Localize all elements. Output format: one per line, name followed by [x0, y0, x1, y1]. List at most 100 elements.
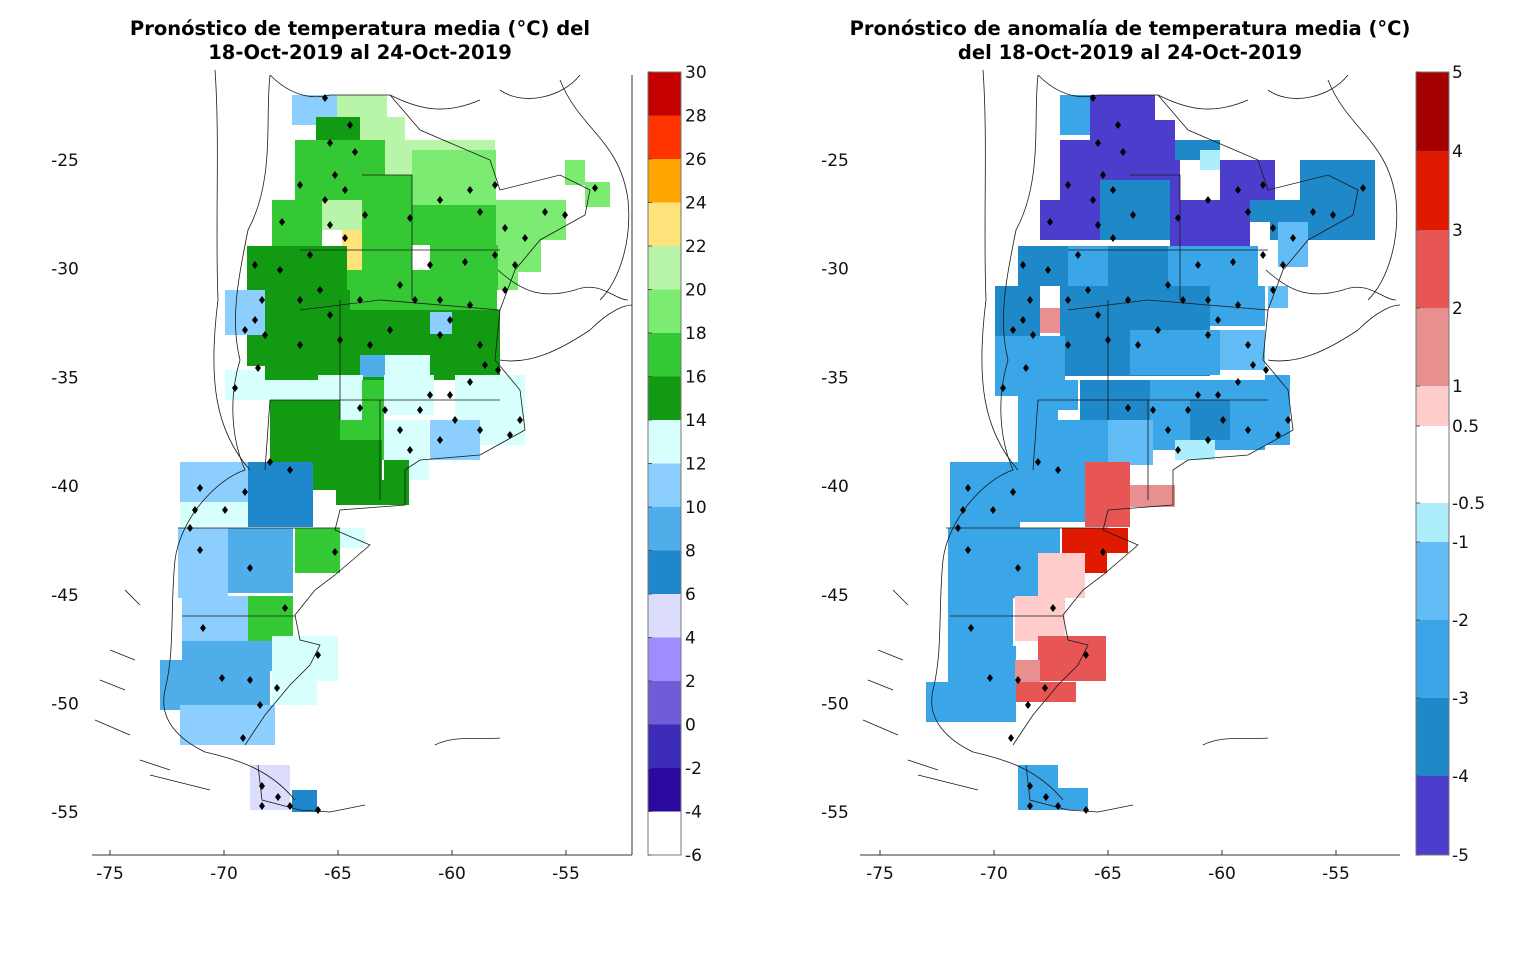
left-y-tick: -40: [51, 477, 79, 497]
right-colorbar-label: 0.5: [1452, 417, 1479, 437]
left-station-marker: [427, 261, 433, 269]
left-station-marker: [262, 331, 268, 339]
right-grid-cell: [1278, 222, 1308, 267]
left-station-marker: [315, 806, 321, 814]
left-colorbar-label: -6: [685, 846, 702, 866]
right-colorbar-segment: [1416, 308, 1449, 387]
right-station-marker: [1175, 446, 1181, 454]
left-grid-cell: [248, 462, 313, 527]
right-border-line: [946, 174, 1269, 617]
left-country-outline: [94, 69, 633, 813]
right-grid-cell: [1230, 420, 1265, 450]
left-station-marker: [222, 506, 228, 514]
right-station-marker: [1020, 316, 1026, 324]
left-grid-cell: [336, 480, 406, 505]
left-station-marker: [492, 181, 498, 189]
left-colorbar-label: 14: [685, 411, 707, 431]
right-station-marker: [1030, 331, 1036, 339]
right-station-marker: [1110, 234, 1116, 242]
right-colorbar-frame: [1415, 71, 1450, 856]
right-colorbar-segment: [1416, 620, 1449, 699]
left-border-line: [559, 79, 630, 301]
right-grid-cell: [1018, 400, 1058, 465]
left-grid-cell: [362, 200, 412, 270]
right-grid-cell: [950, 462, 1020, 532]
left-grid-cell: [178, 528, 228, 598]
right-grid-cell: [1130, 330, 1220, 375]
right-station-marker: [968, 624, 974, 632]
right-colorbar-segment: [1416, 151, 1449, 231]
left-border-line: [257, 764, 366, 813]
left-colorbar-segment: [648, 246, 681, 290]
right-station-marker: [1125, 296, 1131, 304]
right-station-marker: [1285, 416, 1291, 424]
right-grid-cell: [1220, 330, 1265, 370]
left-station-marker: [332, 171, 338, 179]
right-station-marker: [1180, 296, 1186, 304]
right-station-marker: [1195, 261, 1201, 269]
left-colorbar-label: 20: [685, 281, 707, 301]
right-y-tick: -45: [821, 586, 849, 606]
right-station-markers: [955, 94, 1366, 814]
left-grid-cell: [496, 222, 541, 272]
right-title-line1: Pronóstico de anomalía de temperatura me…: [849, 17, 1411, 40]
right-grid-cell: [1020, 462, 1085, 522]
left-station-marker: [287, 802, 293, 810]
left-station-marker: [562, 211, 568, 219]
right-x-tick: -65: [1094, 864, 1122, 884]
right-grid-cell: [1038, 553, 1085, 598]
right-station-marker: [1165, 426, 1171, 434]
right-station-marker: [1310, 208, 1316, 216]
left-station-marker: [252, 316, 258, 324]
right-grid-cell: [1040, 286, 1060, 311]
right-station-marker: [1090, 94, 1096, 102]
left-border-line: [389, 74, 581, 110]
right-station-marker: [1020, 261, 1026, 269]
right-station-marker: [1290, 234, 1296, 242]
left-station-marker: [517, 416, 523, 424]
right-x-tick: -75: [866, 864, 894, 884]
right-station-marker: [987, 674, 993, 682]
left-station-marker: [397, 281, 403, 289]
left-y-tick: -45: [51, 586, 79, 606]
right-x-tick: -70: [980, 864, 1008, 884]
right-station-marker: [1035, 458, 1041, 466]
left-station-marker: [502, 286, 508, 294]
left-station-marker: [495, 366, 501, 374]
right-grid-cell: [1058, 788, 1088, 810]
left-grid-cell: [180, 705, 275, 745]
left-station-marker: [367, 341, 373, 349]
left-station-marker: [282, 604, 288, 612]
left-station-marker: [267, 458, 273, 466]
right-border-line: [1157, 74, 1349, 110]
left-colorbar-segment: [648, 594, 681, 638]
left-station-marker: [232, 384, 238, 392]
left-station-marker: [337, 336, 343, 344]
right-station-marker: [1270, 286, 1276, 294]
left-border-line: [497, 269, 629, 301]
left-grid-cell: [272, 200, 322, 250]
left-x-tick-labels: -75 -70 -65 -60 -55: [96, 850, 580, 884]
left-colorbar-segment: [648, 202, 681, 247]
left-x-tick: -65: [324, 864, 352, 884]
right-grid-cell: [1085, 462, 1130, 527]
left-colorbar-segment: [648, 115, 681, 160]
right-station-marker: [1205, 331, 1211, 339]
right-station-marker: [1090, 196, 1096, 204]
left-station-marker: [327, 139, 333, 147]
left-station-marker: [407, 446, 413, 454]
right-border-line: [981, 69, 1019, 471]
left-colorbar-label: 22: [685, 237, 707, 257]
left-station-marker: [247, 564, 253, 572]
left-station-marker: [259, 296, 265, 304]
right-border-line: [1327, 79, 1398, 301]
left-map-title: Pronóstico de temperatura media (°C) del…: [60, 17, 660, 65]
left-station-marker: [192, 506, 198, 514]
left-station-marker: [297, 181, 303, 189]
right-colorbar-label: 4: [1452, 142, 1463, 162]
left-title-line2: 18-Oct-2019 al 24-Oct-2019: [208, 41, 512, 64]
left-colorbar-label: 26: [685, 150, 707, 170]
right-grid-cell: [1040, 308, 1062, 333]
right-station-marker: [1360, 184, 1366, 192]
